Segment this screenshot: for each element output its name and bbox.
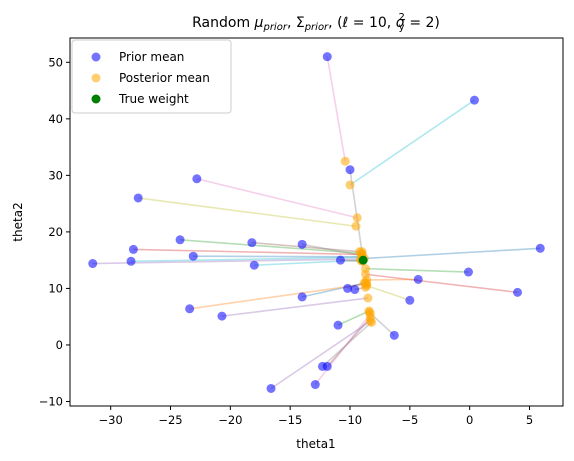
prior-mean-point <box>250 261 259 270</box>
connecting-line <box>366 269 469 272</box>
y-tick-label: 30 <box>48 168 63 182</box>
x-tick-label: −25 <box>158 413 182 427</box>
prior-mean-point <box>134 193 143 202</box>
prior-mean-point <box>536 244 545 253</box>
x-tick-label: 5 <box>526 413 533 427</box>
connecting-line <box>193 256 362 257</box>
y-tick-label: 50 <box>48 55 63 69</box>
posterior-mean-point <box>362 279 371 288</box>
prior-mean-point <box>311 380 320 389</box>
prior-mean-point <box>390 331 399 340</box>
legend-label-posterior: Posterior mean <box>119 71 210 85</box>
prior-mean-point <box>185 304 194 313</box>
prior-mean-point <box>464 268 473 277</box>
x-tick-label: −20 <box>218 413 242 427</box>
prior-mean-point <box>88 259 97 268</box>
connecting-line <box>197 179 357 218</box>
prior-mean-point <box>192 174 201 183</box>
posterior-mean-point <box>363 294 372 303</box>
prior-mean-point <box>318 362 327 371</box>
legend-marker-true-weight <box>92 95 101 104</box>
connecting-line <box>364 248 540 258</box>
connecting-line <box>367 279 418 280</box>
prior-mean-point <box>350 285 359 294</box>
legend: Prior mean Posterior mean True weight <box>72 40 231 113</box>
connecting-line <box>366 274 518 292</box>
y-tick-label: 40 <box>48 112 63 126</box>
prior-mean-point <box>334 321 343 330</box>
true-weight-point <box>359 256 368 265</box>
x-tick-label: −15 <box>278 413 302 427</box>
posterior-mean-point <box>346 180 355 189</box>
prior-mean-point <box>217 312 226 321</box>
y-tick-label: 0 <box>56 338 63 352</box>
prior-mean-point <box>298 240 307 249</box>
y-axis-label: theta2 <box>11 202 25 241</box>
connecting-line <box>367 286 410 301</box>
connecting-line <box>327 57 345 162</box>
legend-label-true-weight: True weight <box>118 92 189 106</box>
y-tick-label: 20 <box>48 225 63 239</box>
prior-mean-point <box>405 296 414 305</box>
prior-mean-point <box>414 275 423 284</box>
prior-mean-point <box>323 52 332 61</box>
prior-mean-point <box>513 288 522 297</box>
connecting-line <box>190 284 367 309</box>
prior-mean-point <box>298 292 307 301</box>
legend-marker-prior <box>92 53 101 62</box>
connecting-line <box>315 314 370 385</box>
x-tick-label: −30 <box>99 413 123 427</box>
connecting-line <box>138 198 356 226</box>
posterior-mean-point <box>351 222 360 231</box>
x-tick-label: 0 <box>466 413 473 427</box>
connecting-line <box>350 100 474 185</box>
prior-mean-point <box>127 257 136 266</box>
connecting-line <box>338 311 369 325</box>
prior-mean-point <box>470 96 479 105</box>
prior-mean-point <box>189 252 198 261</box>
prior-mean-point <box>176 235 185 244</box>
prior-mean-point <box>129 245 138 254</box>
y-tick-label: 10 <box>48 281 63 295</box>
prior-mean-point <box>267 384 276 393</box>
y-tick-label: −10 <box>39 394 63 408</box>
prior-mean-point <box>336 256 345 265</box>
posterior-mean-point <box>366 317 375 326</box>
x-tick-label: −5 <box>401 413 418 427</box>
prior-mean-point <box>346 165 355 174</box>
posterior-mean-point <box>353 213 362 222</box>
legend-label-prior: Prior mean <box>119 50 184 64</box>
legend-marker-posterior <box>92 74 101 83</box>
prior-mean-point <box>247 238 256 247</box>
x-tick-label: −10 <box>338 413 362 427</box>
chart-title: Random μprior, Σprior, (ℓ = 10, σy2 = 2) <box>192 12 440 33</box>
posterior-mean-point <box>341 157 350 166</box>
x-axis-label: theta1 <box>296 437 335 451</box>
